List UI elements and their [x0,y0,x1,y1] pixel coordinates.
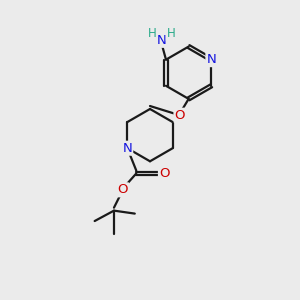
Text: N: N [206,53,216,66]
Text: N: N [122,142,132,155]
Text: N: N [157,34,166,47]
Text: O: O [175,109,185,122]
Text: O: O [118,183,128,196]
Text: H: H [148,27,156,40]
Text: H: H [167,27,176,40]
Text: O: O [159,167,169,180]
